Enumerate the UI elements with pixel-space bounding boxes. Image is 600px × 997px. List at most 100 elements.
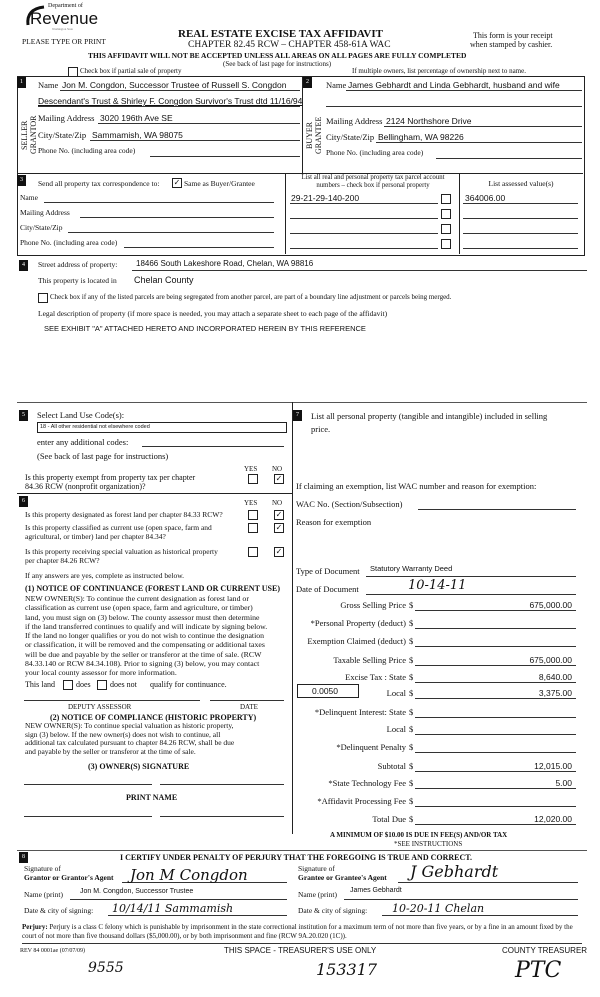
- same-as-buyer-label: Same as Buyer/Grantee: [184, 179, 255, 188]
- fee-row-label: Local: [386, 724, 406, 734]
- local-rate-value: 0.0050: [312, 686, 338, 696]
- seller-city-field[interactable]: Sammamish, WA 98075: [92, 130, 183, 140]
- segregate-label: Check box if any of the listed parcels a…: [50, 293, 452, 301]
- deputy-assessor-label: DEPUTY ASSESSOR: [68, 703, 132, 711]
- local-rate-box[interactable]: [297, 684, 359, 698]
- forest-yes-checkbox[interactable]: [248, 510, 258, 520]
- fee-row-label: Gross Selling Price: [340, 600, 406, 610]
- reason-label: Reason for exemption: [296, 517, 372, 527]
- currency-symbol: $: [409, 688, 414, 698]
- personal-property-checkbox[interactable]: [441, 224, 451, 234]
- seller-phone-label: Phone No. (including area code): [38, 146, 136, 155]
- fee-row-label: Local: [386, 688, 406, 698]
- fee-row-value[interactable]: 675,000.00: [529, 655, 572, 665]
- currency-symbol: $: [409, 655, 414, 665]
- seller-label: SELLER GRANTOR: [20, 115, 38, 155]
- historic-question: Is this property receiving special valua…: [25, 547, 218, 556]
- parties-box: [17, 76, 585, 256]
- same-as-buyer-checkbox[interactable]: ✓: [172, 178, 182, 188]
- section-6-number: 6: [19, 496, 28, 507]
- personal-property-checkbox[interactable]: [441, 194, 451, 204]
- doc-type-label: Type of Document: [296, 566, 360, 576]
- certify-statement: I CERTIFY UNDER PENALTY OF PERJURY THAT …: [120, 853, 473, 862]
- seller-name-field-2[interactable]: Descendant's Trust & Shirley F. Congdon …: [38, 96, 303, 106]
- grantee-name-label: Name (print): [298, 890, 337, 899]
- grantor-date-city-field[interactable]: 10/14/11 Sammamish: [112, 902, 234, 915]
- land-use-select[interactable]: 18 - All other residential not elsewhere…: [37, 422, 287, 433]
- grantor-date-city-label: Date & city of signing:: [24, 906, 94, 915]
- fee-row-label: Excise Tax : State: [345, 672, 406, 682]
- grantee-name-field[interactable]: James Gebhardt: [350, 887, 402, 894]
- fee-row-label: *Personal Property (deduct): [310, 618, 406, 628]
- segregate-checkbox[interactable]: [38, 293, 48, 303]
- county-treasurer-label: COUNTY TREASURER: [502, 946, 588, 955]
- historic-yes-checkbox[interactable]: [248, 547, 258, 557]
- current-use-question: Is this property classified as current u…: [25, 523, 212, 532]
- current-use-question-2: agricultural, or timber) land per chapte…: [25, 532, 166, 541]
- fee-row-value[interactable]: 5.00: [555, 778, 572, 788]
- grantee-date-city-field[interactable]: 10-20-11 Chelan: [392, 902, 485, 915]
- handwritten-number-1: 9555: [88, 960, 124, 976]
- send-correspondence-label: Send all property tax correspondence to:: [38, 179, 160, 188]
- buyer-name-field[interactable]: James Gebhardt and Linda Gebhardt, husba…: [348, 80, 560, 90]
- exemption-label: If claiming an exemption, list WAC numbe…: [296, 481, 537, 491]
- section-3-number: 3: [17, 175, 26, 186]
- current-use-yes-checkbox[interactable]: [248, 523, 258, 533]
- this-land-label: This land: [25, 680, 55, 689]
- fee-row-value[interactable]: 8,640.00: [538, 672, 572, 682]
- does-label: does: [76, 680, 91, 689]
- grantor-name-label: Name (print): [24, 890, 63, 899]
- grantee-signature[interactable]: J Gebhardt: [410, 862, 499, 881]
- parcel-header: List all real and personal property tax …: [301, 174, 445, 189]
- print-note: PLEASE TYPE OR PRINT: [22, 37, 106, 46]
- yes-header: YES: [244, 499, 258, 507]
- fee-row-label: Taxable Selling Price: [333, 655, 406, 665]
- seller-address-field[interactable]: 3020 196th Ave SE: [100, 113, 173, 123]
- buyer-city-field[interactable]: Bellingham, WA 98226: [378, 132, 464, 142]
- exempt-yes-checkbox[interactable]: [248, 474, 258, 484]
- section-1-number: 1: [17, 77, 26, 88]
- forest-no-checkbox[interactable]: ✓: [274, 510, 284, 520]
- assessed-header: List assessed value(s): [488, 179, 554, 188]
- grantor-name-field[interactable]: Jon M. Congdon, Successor Trustee: [80, 888, 194, 895]
- minimum-note: A MINIMUM OF $10.00 IS DUE IN FEE(S) AND…: [330, 831, 508, 839]
- currency-symbol: $: [409, 814, 414, 824]
- personal-property-checkbox[interactable]: [441, 209, 451, 219]
- does-checkbox[interactable]: [63, 680, 73, 690]
- warning: THIS AFFIDAVIT WILL NOT BE ACCEPTED UNLE…: [88, 51, 467, 60]
- doc-type-field[interactable]: Statutory Warranty Deed: [370, 564, 453, 573]
- fee-row-value[interactable]: 675,000.00: [529, 600, 572, 610]
- handwritten-initials: PTC: [515, 958, 562, 983]
- county-label: This property is located in: [38, 276, 117, 285]
- personal-property-checkbox[interactable]: [441, 239, 451, 249]
- fee-row-value[interactable]: 12,020.00: [534, 814, 572, 824]
- assessed-value[interactable]: 364006.00: [465, 193, 506, 203]
- forest-land-question: Is this property designated as forest la…: [25, 510, 223, 519]
- seller-name-field[interactable]: Jon M. Congdon, Successor Trustee of Rus…: [62, 80, 287, 90]
- grantor-signature[interactable]: Jon M Congdon: [130, 866, 248, 884]
- dor-logo: Department of Revenue Washington State: [22, 3, 98, 33]
- historic-no-checkbox[interactable]: ✓: [274, 547, 284, 557]
- exempt-no-checkbox[interactable]: ✓: [274, 474, 284, 484]
- grantee-sig-label: Signature of: [298, 864, 335, 873]
- grantee-date-city-label: Date & city of signing:: [298, 906, 368, 915]
- street-address-field[interactable]: 18466 South Lakeshore Road, Chelan, WA 9…: [136, 259, 314, 268]
- owner-signature-label: (3) OWNER(S) SIGNATURE: [88, 762, 190, 771]
- current-use-no-checkbox[interactable]: ✓: [274, 523, 284, 533]
- buyer-address-field[interactable]: 2124 Northshore Drive: [386, 116, 472, 126]
- fee-row-value[interactable]: 3,375.00: [538, 688, 572, 698]
- county-field[interactable]: Chelan County: [134, 275, 194, 285]
- parcel-number[interactable]: 29-21-29-140-200: [291, 193, 360, 203]
- currency-symbol: $: [409, 636, 414, 646]
- legal-description-label: Legal description of property (if more s…: [38, 309, 388, 318]
- seller-address-label: Mailing Address: [38, 113, 95, 123]
- legal-description-field[interactable]: SEE EXHIBIT "A" ATTACHED HERETO AND INCO…: [44, 324, 366, 333]
- corr-name-label: Name: [20, 193, 38, 202]
- logo-dept: Department of: [48, 3, 83, 9]
- grantor-sig-label: Signature of: [24, 864, 61, 873]
- doc-date-field[interactable]: 10-14-11: [408, 578, 467, 593]
- does-not-checkbox[interactable]: [97, 680, 107, 690]
- fee-row-value[interactable]: 12,015.00: [534, 761, 572, 771]
- section-8-number: 8: [19, 852, 28, 863]
